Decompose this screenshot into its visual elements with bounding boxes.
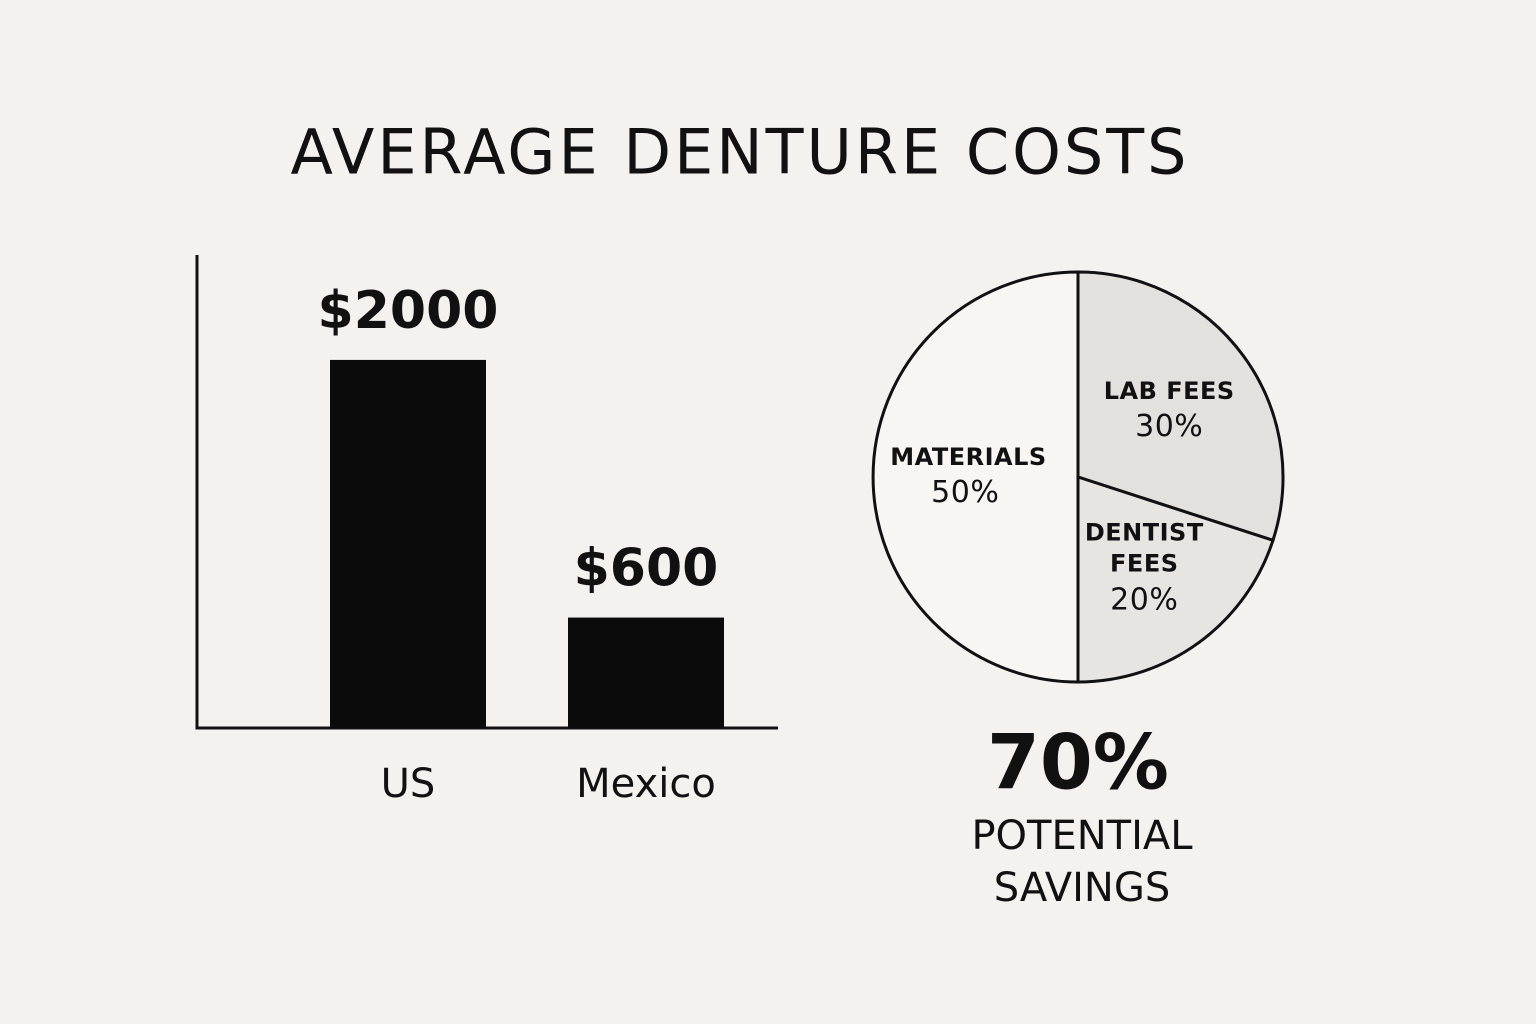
- pie-slice: [871, 270, 1080, 684]
- bar: [568, 617, 724, 728]
- slice-name: MATERIALS: [890, 442, 1047, 471]
- slice-value: 20%: [1110, 581, 1179, 617]
- value-label: $2000: [318, 281, 499, 341]
- slice-name: LAB FEES: [1103, 376, 1235, 405]
- slice-label: MATERIALS 50%: [890, 442, 1047, 512]
- bar: [330, 359, 486, 728]
- slice-value: 50%: [931, 475, 1000, 511]
- x-tick-label: US: [381, 761, 436, 807]
- pie-slice: [1076, 474, 1275, 684]
- slice-value: 30%: [1135, 408, 1204, 444]
- slice-label: LAB FEES 30%: [1094, 376, 1244, 446]
- slice-name: DENTIST FEES: [1084, 518, 1204, 578]
- pie-slice: [1076, 270, 1285, 543]
- annotation-text: POTENTIAL SAVINGS: [971, 813, 1193, 911]
- slice-label: DENTIST FEES 20%: [1069, 518, 1219, 619]
- annotation-headline: 70%: [987, 717, 1169, 807]
- x-tick-label: Mexico: [576, 761, 716, 807]
- value-label: $600: [574, 539, 719, 599]
- chart-title: AVERAGE DENTURE COSTS: [290, 115, 1190, 189]
